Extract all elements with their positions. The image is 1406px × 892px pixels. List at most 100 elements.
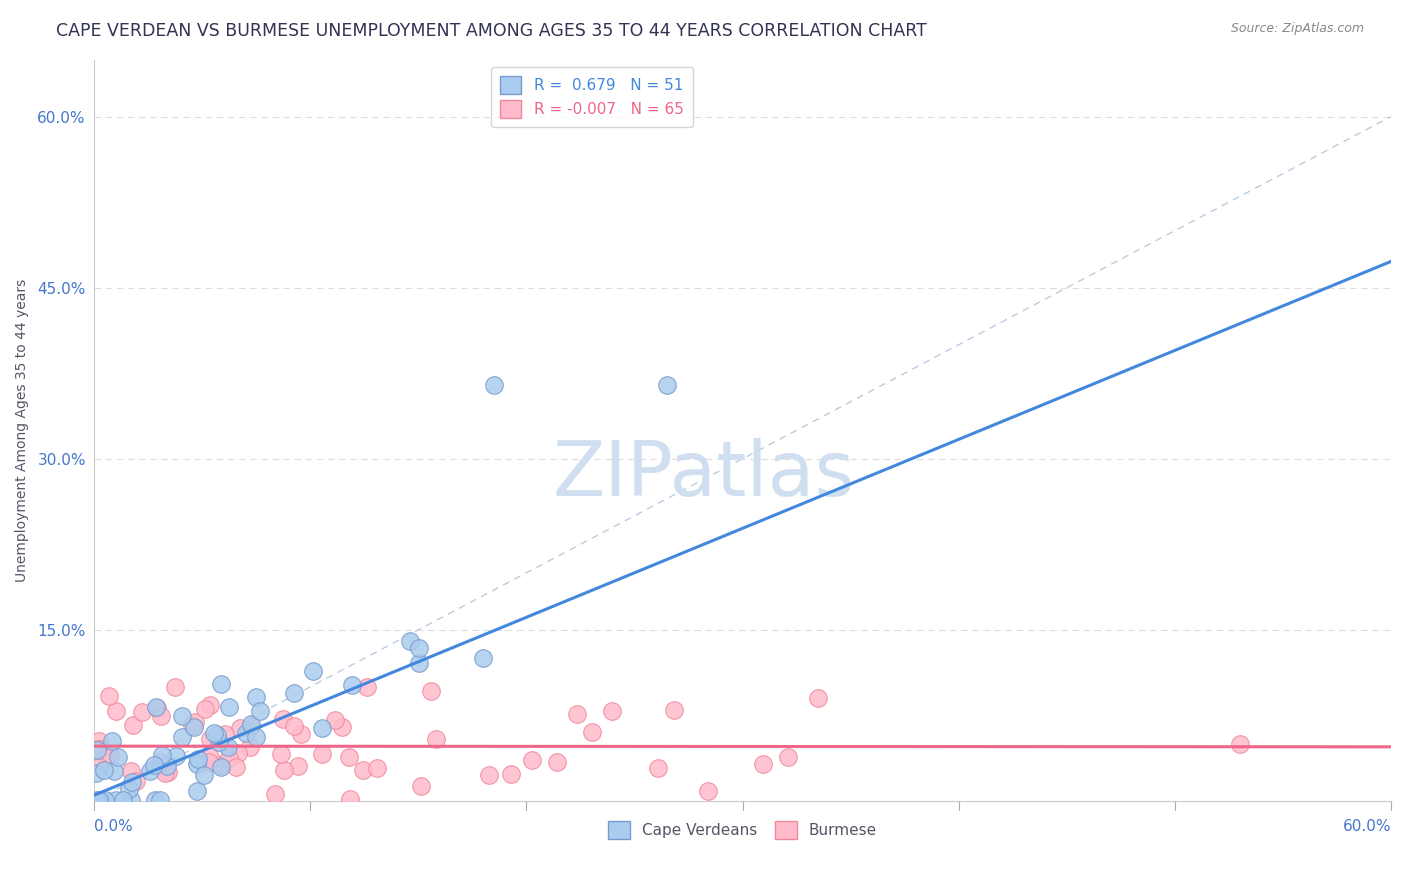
- Point: [209, 757, 232, 772]
- Point: [226, 746, 249, 760]
- Point: [664, 703, 686, 717]
- Point: [290, 727, 312, 741]
- Point: [143, 758, 166, 772]
- Point: [86, 742, 108, 756]
- Point: [183, 720, 205, 734]
- Point: [90, 742, 112, 756]
- Point: [87, 734, 110, 748]
- Point: [97, 689, 120, 703]
- Point: [218, 699, 240, 714]
- Point: [198, 698, 221, 712]
- Point: [121, 774, 143, 789]
- Point: [157, 765, 180, 780]
- Point: [283, 718, 305, 732]
- Point: [807, 691, 830, 706]
- Point: [153, 765, 176, 780]
- Point: [366, 761, 388, 775]
- Point: [270, 747, 292, 762]
- Point: [399, 633, 422, 648]
- Point: [228, 721, 250, 735]
- Point: [271, 712, 294, 726]
- Point: [1229, 737, 1251, 751]
- Point: [165, 749, 187, 764]
- Point: [101, 734, 124, 748]
- Point: [342, 678, 364, 692]
- Point: [425, 731, 447, 746]
- Point: [198, 731, 221, 746]
- Point: [482, 377, 505, 392]
- Point: [198, 749, 221, 764]
- Point: [408, 656, 430, 670]
- Point: [122, 718, 145, 732]
- Point: [150, 747, 173, 762]
- Point: [107, 749, 129, 764]
- Point: [165, 680, 187, 694]
- Point: [218, 751, 240, 765]
- Point: [696, 783, 718, 797]
- Point: [647, 761, 669, 775]
- Point: [283, 686, 305, 700]
- Point: [302, 664, 325, 678]
- Text: CAPE VERDEAN VS BURMESE UNEMPLOYMENT AMONG AGES 35 TO 44 YEARS CORRELATION CHART: CAPE VERDEAN VS BURMESE UNEMPLOYMENT AMO…: [56, 22, 927, 40]
- Point: [330, 720, 353, 734]
- Point: [87, 760, 110, 774]
- Point: [145, 700, 167, 714]
- Point: [149, 793, 172, 807]
- Point: [89, 793, 111, 807]
- Point: [197, 755, 219, 769]
- Point: [208, 734, 231, 748]
- Point: [239, 716, 262, 731]
- Point: [120, 793, 142, 807]
- Point: [419, 684, 441, 698]
- Point: [264, 787, 287, 801]
- Point: [356, 680, 378, 694]
- Point: [93, 764, 115, 778]
- Point: [186, 757, 208, 772]
- Point: [86, 765, 108, 780]
- Point: [120, 764, 142, 778]
- Point: [546, 756, 568, 770]
- Point: [194, 702, 217, 716]
- Point: [249, 704, 271, 718]
- Point: [131, 705, 153, 719]
- Point: [520, 753, 543, 767]
- Point: [323, 713, 346, 727]
- Point: [778, 750, 800, 764]
- Point: [225, 760, 247, 774]
- Point: [499, 767, 522, 781]
- Point: [94, 750, 117, 764]
- Point: [245, 690, 267, 704]
- Y-axis label: Unemployment Among Ages 35 to 44 years: Unemployment Among Ages 35 to 44 years: [15, 278, 30, 582]
- Point: [86, 793, 108, 807]
- Point: [193, 768, 215, 782]
- Point: [273, 763, 295, 777]
- Point: [125, 773, 148, 788]
- Point: [239, 719, 262, 733]
- Point: [311, 721, 333, 735]
- Point: [311, 747, 333, 761]
- Point: [245, 730, 267, 744]
- Point: [581, 724, 603, 739]
- Point: [472, 651, 495, 665]
- Legend: Cape Verdeans, Burmese: Cape Verdeans, Burmese: [602, 815, 883, 845]
- Point: [112, 793, 135, 807]
- Point: [337, 749, 360, 764]
- Point: [205, 728, 228, 742]
- Point: [655, 377, 678, 392]
- Point: [567, 706, 589, 721]
- Point: [172, 709, 194, 723]
- Text: ZIPatlas: ZIPatlas: [553, 438, 855, 512]
- Point: [209, 677, 232, 691]
- Point: [239, 739, 262, 754]
- Text: 60.0%: 60.0%: [1343, 820, 1391, 834]
- Point: [172, 730, 194, 744]
- Point: [217, 739, 239, 754]
- Point: [600, 704, 623, 718]
- Point: [146, 701, 169, 715]
- Point: [478, 768, 501, 782]
- Point: [339, 791, 361, 805]
- Point: [352, 763, 374, 777]
- Point: [202, 726, 225, 740]
- Point: [186, 784, 208, 798]
- Point: [184, 715, 207, 730]
